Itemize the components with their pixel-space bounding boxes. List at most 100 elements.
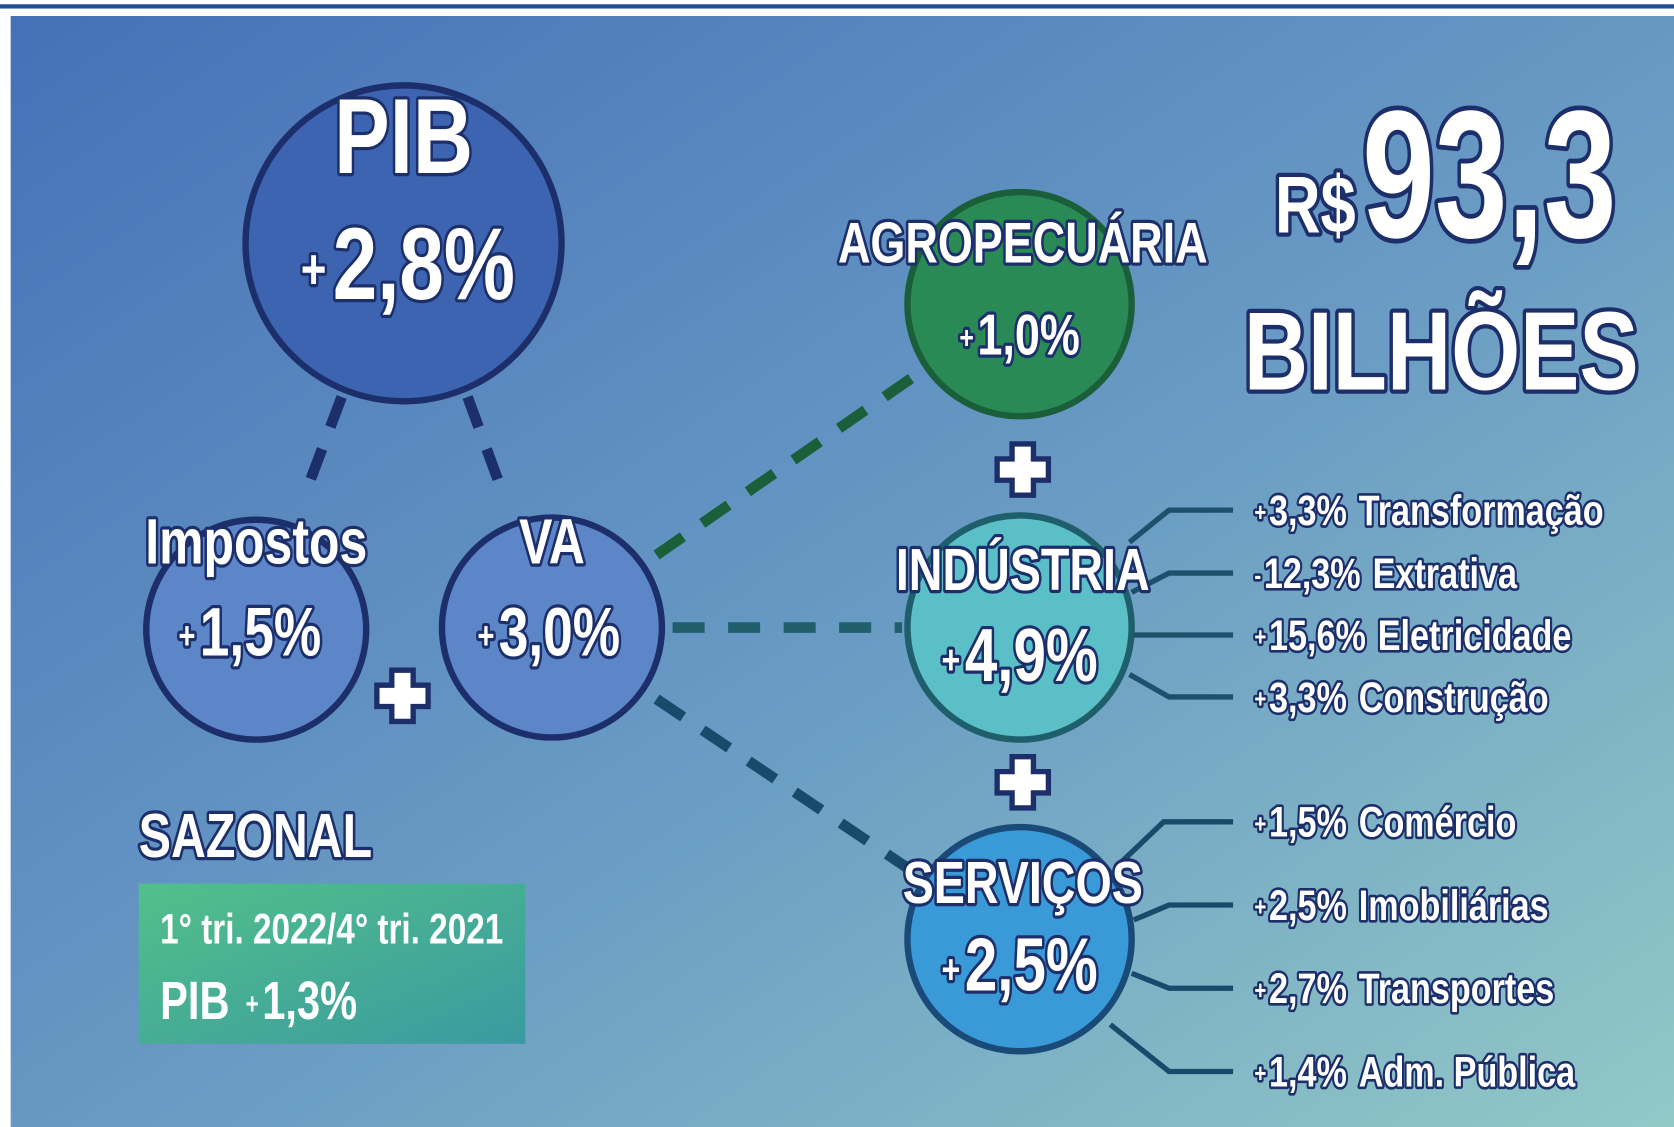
sign: + <box>178 616 195 657</box>
value: 12,3% <box>1264 551 1361 598</box>
text-group: +2,7% Transportes <box>1252 963 1557 1015</box>
agro-label: AGROPECUÁRIA <box>838 210 1208 275</box>
sazonal-box <box>138 883 526 1044</box>
sub-item: +1,5% Comércio <box>1254 799 1516 846</box>
impostos-value: +1,5% <box>178 594 321 670</box>
value: 15,6% <box>1269 612 1366 659</box>
plus-icon <box>374 667 431 725</box>
branch <box>1108 1022 1234 1075</box>
pib-value: +2,8% <box>301 207 515 321</box>
value: 4,9% <box>965 614 1098 698</box>
branch <box>1127 507 1234 545</box>
value: 1,5% <box>200 594 321 670</box>
unit: BILHÕES <box>1244 290 1639 414</box>
label: Extrativa <box>1373 551 1518 598</box>
sign: + <box>941 637 960 683</box>
servicos-value: +2,5% <box>941 923 1097 1007</box>
sub-item: +3,3% Construção <box>1254 674 1548 721</box>
text-group: +1,0% <box>956 299 1082 369</box>
text-group: -12,3% Extrativa <box>1252 548 1520 600</box>
text-group: R$ <box>1271 156 1359 254</box>
text-group: +2,5% <box>939 921 1101 1010</box>
sign: + <box>477 616 494 657</box>
sign: + <box>1254 893 1266 922</box>
sub-item: -12,3% Extrativa <box>1254 551 1517 598</box>
label: Adm. Pública <box>1359 1049 1576 1096</box>
text-group: INDÚSTRIA <box>893 534 1153 607</box>
label: Transformação <box>1359 488 1604 535</box>
branch <box>1130 970 1234 991</box>
sign: + <box>1254 976 1266 1005</box>
text-group: AGROPECUÁRIA <box>835 207 1210 277</box>
sign: + <box>941 946 960 992</box>
value: 1,5% <box>1269 799 1347 846</box>
text-group: 93,3 <box>1358 69 1620 280</box>
value: 1,4% <box>1269 1049 1347 1096</box>
plus-icon <box>994 441 1052 498</box>
sub-item: +2,7% Transportes <box>1254 966 1554 1013</box>
pib-circle <box>242 82 565 405</box>
value: 2,5% <box>1269 882 1347 929</box>
text-group: 1° tri. 2022/4° tri. 2021 <box>160 906 503 954</box>
sign: + <box>1254 622 1266 651</box>
text-group: Impostos <box>142 504 370 581</box>
sub-item: +1,4% Adm. Pública <box>1254 1049 1575 1096</box>
value: 2,8% <box>333 207 515 321</box>
branch <box>1128 672 1234 700</box>
sazonal-label: PIB <box>160 972 229 1031</box>
label: Transportes <box>1359 966 1555 1013</box>
text-group: SERVIÇOS <box>900 847 1146 920</box>
value: 3,0% <box>499 594 620 670</box>
agro-value: +1,0% <box>959 302 1080 367</box>
text-group: +3,0% <box>474 591 623 672</box>
text-group: +2,8% <box>298 205 518 324</box>
text-group: SAZONAL <box>136 798 375 873</box>
branch <box>1117 819 1234 867</box>
sazonal-period: 1° tri. 2022/4° tri. 2021 <box>160 906 503 954</box>
value: 3,3% <box>1269 674 1347 721</box>
text-group: BILHÕES <box>1240 286 1642 417</box>
connectors <box>299 369 922 880</box>
text-group: +1,4% Adm. Pública <box>1252 1047 1578 1099</box>
sub-item: +3,3% Transformação <box>1254 488 1603 535</box>
sub-item: +15,6% Eletricidade <box>1254 612 1571 659</box>
label: Imobiliárias <box>1359 882 1549 929</box>
industria-label: INDÚSTRIA <box>896 537 1150 604</box>
agro-circle <box>904 188 1135 420</box>
servicos-circle <box>904 823 1135 1055</box>
connector <box>299 395 347 499</box>
servicos-label: SERVIÇOS <box>903 849 1143 916</box>
value: 1,3% <box>262 972 357 1031</box>
sign: + <box>1254 684 1266 713</box>
text-group: +4,9% <box>939 611 1101 700</box>
text-group: +1,5% Comércio <box>1252 797 1519 849</box>
text-group: +2,5% Imobiliárias <box>1252 880 1551 932</box>
sign: + <box>1254 809 1266 838</box>
va-value: +3,0% <box>477 594 620 670</box>
sign: + <box>1254 1059 1266 1088</box>
sazonal-title: SAZONAL <box>139 801 372 870</box>
branch <box>1130 570 1234 595</box>
sazonal-value: +1,3% <box>246 972 358 1031</box>
sign: + <box>1254 498 1266 527</box>
text-group: +3,3% Transformação <box>1252 485 1606 537</box>
label: Construção <box>1359 674 1549 721</box>
sign: + <box>246 987 259 1020</box>
amount: 93,3 <box>1362 73 1616 276</box>
industria-circle <box>904 512 1135 743</box>
text-group: PIB <box>160 972 229 1031</box>
text-group: VA <box>516 504 587 581</box>
sign: + <box>959 321 973 357</box>
value: 2,7% <box>1269 966 1347 1013</box>
plus-icon <box>994 754 1052 811</box>
top-rule <box>0 4 1674 9</box>
impostos-circle <box>143 516 370 743</box>
va-circle <box>438 514 666 741</box>
value: 2,5% <box>965 923 1098 1007</box>
text-group: +1,5% <box>176 591 325 672</box>
sub-item: +2,5% Imobiliárias <box>1254 882 1548 929</box>
currency: R$ <box>1275 160 1356 250</box>
label: Comércio <box>1359 799 1517 846</box>
sign: - <box>1254 561 1261 590</box>
